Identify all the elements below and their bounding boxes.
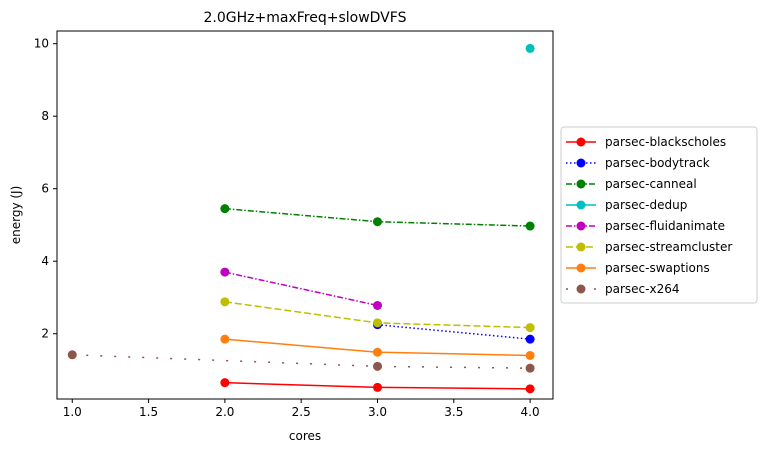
series-parsec-fluidanimate <box>220 267 382 310</box>
y-tick-label: 8 <box>41 109 49 123</box>
legend-item: parsec-x264 <box>566 282 679 296</box>
data-point <box>372 300 382 310</box>
legend-frame <box>560 126 758 304</box>
x-tick-label: 1.5 <box>139 405 158 419</box>
data-point <box>525 384 535 394</box>
x-tick-label: 1.0 <box>63 405 82 419</box>
legend-marker <box>576 221 586 231</box>
legend-marker <box>576 137 586 147</box>
y-tick-label: 4 <box>41 254 49 268</box>
axes-frame <box>56 30 554 400</box>
legend-label: parsec-bodytrack <box>605 156 710 170</box>
legend-item: parsec-swaptions <box>566 261 710 275</box>
legend-label: parsec-fluidanimate <box>605 219 725 233</box>
series-line <box>72 354 531 369</box>
series-line <box>224 271 378 307</box>
data-point <box>525 363 535 373</box>
data-point <box>525 43 535 53</box>
series-line <box>377 323 531 340</box>
legend-label: parsec-dedup <box>605 198 687 212</box>
legend-item: parsec-dedup <box>566 198 687 212</box>
series-parsec-x264 <box>67 350 535 373</box>
legend-label: parsec-canneal <box>605 177 697 191</box>
legend: parsec-blackscholes parsec-bodytrack parse… <box>560 126 758 304</box>
series-parsec-canneal <box>220 204 535 231</box>
data-point <box>372 347 382 357</box>
series-parsec-blackscholes <box>220 378 535 394</box>
x-tick-label: 3.0 <box>368 405 387 419</box>
data-point <box>525 350 535 360</box>
data-point <box>220 267 230 277</box>
legend-marker <box>576 200 586 210</box>
data-point <box>220 297 230 307</box>
plot-area <box>67 43 535 394</box>
data-point <box>220 378 230 388</box>
data-point <box>372 217 382 227</box>
data-point <box>372 361 382 371</box>
series-parsec-swaptions <box>220 334 535 360</box>
x-axis: 1.0 1.5 2.0 2.5 3.0 3.5 4.0 <box>63 399 540 419</box>
x-tick-label: 4.0 <box>521 405 540 419</box>
data-point <box>525 221 535 231</box>
y-axis-label: energy (J) <box>9 186 23 245</box>
data-point <box>372 382 382 392</box>
legend-label: parsec-streamcluster <box>605 240 732 254</box>
series-parsec-dedup <box>525 43 535 53</box>
legend-marker <box>576 179 586 189</box>
legend-label: parsec-x264 <box>605 282 679 296</box>
x-tick-label: 2.5 <box>292 405 311 419</box>
legend-marker <box>576 284 586 294</box>
legend-item: parsec-bodytrack <box>566 156 710 170</box>
data-point <box>525 334 535 344</box>
legend-item: parsec-fluidanimate <box>566 219 725 233</box>
legend-marker <box>576 158 586 168</box>
legend-marker <box>576 242 586 252</box>
legend-marker <box>576 263 586 273</box>
y-axis: 2 4 6 8 10 <box>34 37 57 341</box>
legend-label: parsec-blackscholes <box>605 135 726 149</box>
data-point <box>67 350 77 360</box>
legend-item: parsec-streamcluster <box>566 240 732 254</box>
y-tick-label: 10 <box>34 37 49 51</box>
data-point <box>372 318 382 328</box>
chart-title: 2.0GHz+maxFreq+slowDVFS <box>204 10 407 26</box>
legend-item: parsec-blackscholes <box>566 135 726 149</box>
legend-item: parsec-canneal <box>566 177 697 191</box>
data-point <box>220 204 230 214</box>
series-parsec-streamcluster <box>220 297 535 333</box>
data-point <box>525 323 535 333</box>
y-tick-label: 2 <box>41 327 49 341</box>
legend-label: parsec-swaptions <box>605 261 710 275</box>
data-point <box>220 334 230 344</box>
x-axis-label: cores <box>289 429 321 443</box>
x-tick-label: 3.5 <box>444 405 463 419</box>
x-tick-label: 2.0 <box>215 405 234 419</box>
y-tick-label: 6 <box>41 182 49 196</box>
